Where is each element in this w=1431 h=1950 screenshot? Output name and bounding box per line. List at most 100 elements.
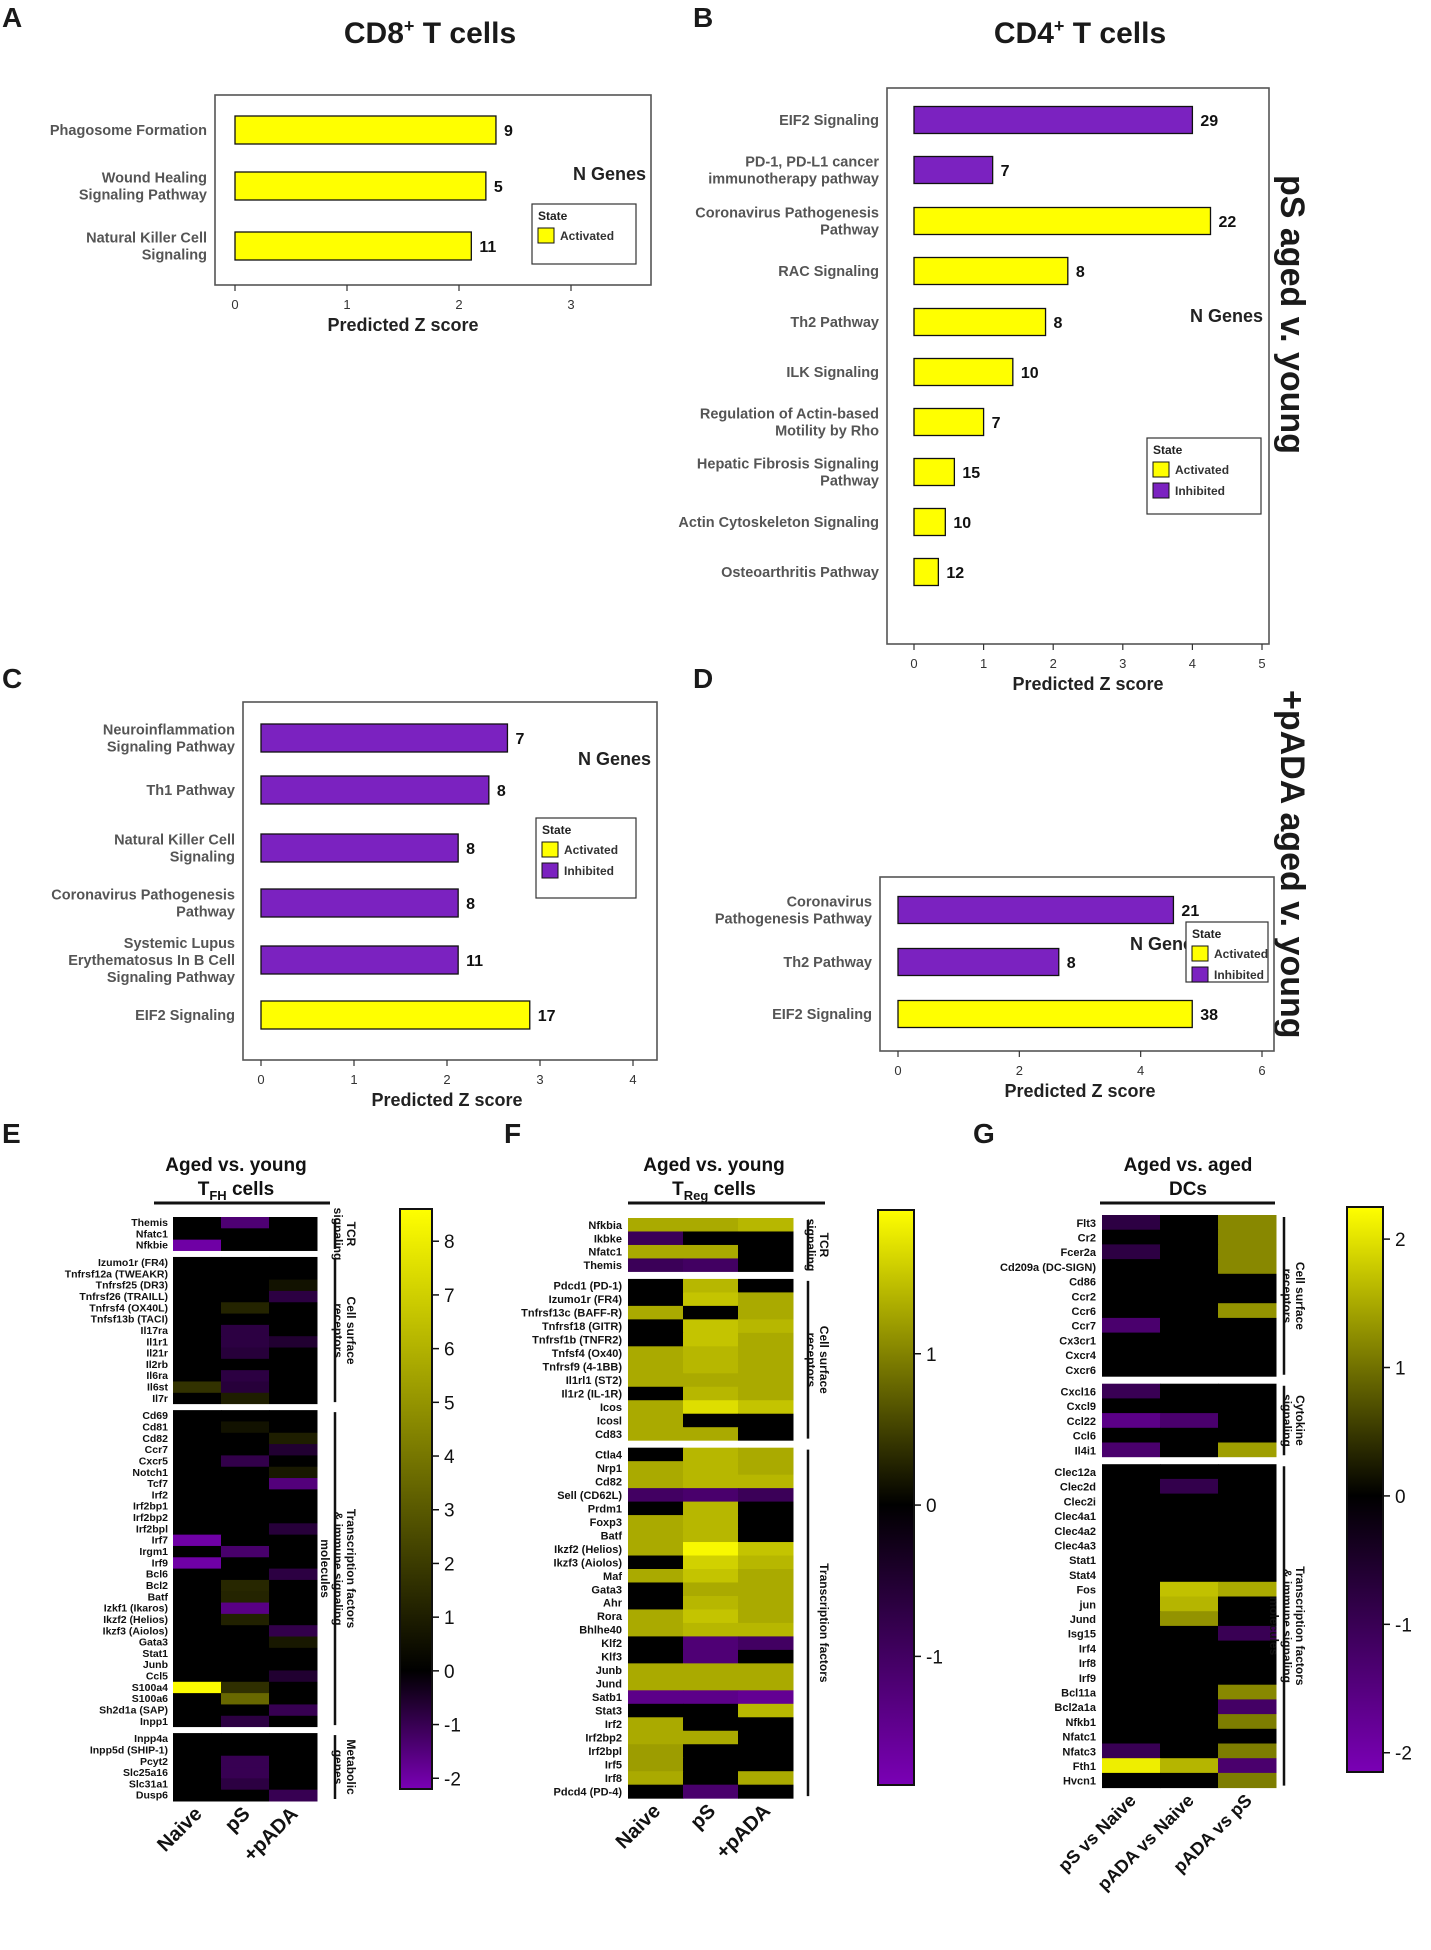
heatmap-cell — [738, 1595, 794, 1610]
x-axis-label: Predicted Z score — [327, 315, 478, 335]
heatmap-cell — [683, 1427, 739, 1442]
heatmap-cell — [1218, 1259, 1277, 1275]
heatmap-cell — [1218, 1244, 1277, 1260]
heatmap-cell — [1102, 1347, 1161, 1363]
heatmap-cell — [628, 1582, 684, 1597]
heatmap-cell — [628, 1292, 684, 1307]
colorbar-tick-label: 5 — [444, 1393, 455, 1414]
bar — [897, 999, 1193, 1029]
heatmap-cell — [1218, 1215, 1277, 1231]
bar-ngenes-label: 17 — [538, 1008, 556, 1025]
heatmap-cell — [1160, 1229, 1219, 1245]
heatmap-cell — [628, 1569, 684, 1583]
bar-ngenes-label: 29 — [1200, 113, 1218, 130]
n-genes-annotation: N Genes — [578, 749, 651, 769]
heatmap-cell — [1160, 1398, 1219, 1414]
x-tick-label: 3 — [567, 297, 574, 312]
bar — [913, 105, 1194, 135]
chart-d: 0 2 4 6 Predicted Z score 21 CoronavirusPathog… — [715, 876, 1275, 1101]
heatmap-cell — [683, 1373, 739, 1388]
heatmap-cell — [221, 1347, 270, 1360]
heatmap-cell — [738, 1292, 794, 1307]
heatmap-cell — [173, 1693, 222, 1705]
heatmap-cell — [221, 1659, 270, 1671]
heatmap-cell — [738, 1488, 794, 1503]
heatmap-cell — [1102, 1442, 1161, 1458]
heatmap-cell — [1102, 1684, 1161, 1700]
heatmap-cell — [1102, 1625, 1161, 1642]
category-label: Coronavirus Pathogenesis — [51, 888, 235, 904]
heatmap-cell — [1160, 1743, 1219, 1759]
colorbar-tick-label: -2 — [1395, 1744, 1412, 1765]
heatmap-cell — [683, 1555, 739, 1570]
bar-ngenes-label: 21 — [1181, 903, 1199, 920]
row-label: Tnfrsf13c (BAFF-R) — [521, 1308, 622, 1320]
row-label: Prdm1 — [588, 1503, 622, 1515]
heatmap-cell — [173, 1523, 222, 1536]
x-axis-label: Predicted Z score — [371, 1090, 522, 1110]
heatmap-cell — [269, 1755, 318, 1768]
heatmap-cell — [1160, 1611, 1219, 1627]
heatmap-cell — [683, 1413, 739, 1428]
heatmap-cell — [221, 1613, 270, 1626]
heatmap-cell — [628, 1595, 684, 1610]
heatmap-cell — [1102, 1383, 1161, 1399]
legend-label-inhibited: Inhibited — [564, 864, 614, 878]
heatmap-cell — [683, 1292, 739, 1307]
colorbar-tick-label: 0 — [1395, 1487, 1406, 1508]
heatmap-cell — [628, 1359, 684, 1374]
colorbar-tick-label: 7 — [444, 1286, 455, 1307]
heatmap-subtitle: DCs — [1169, 1179, 1207, 1200]
heatmap-cell — [628, 1609, 684, 1624]
heatmap-cell — [738, 1757, 794, 1772]
heatmap-cell — [1160, 1581, 1219, 1597]
heatmap-cell — [683, 1622, 739, 1637]
heatmap-cell — [221, 1591, 270, 1604]
row-label: S100a6 — [132, 1693, 168, 1705]
bar-ngenes-label: 22 — [1218, 214, 1236, 231]
heatmap-cell — [683, 1663, 739, 1678]
heatmap-cell — [221, 1290, 270, 1303]
heatmap-cell — [683, 1609, 739, 1624]
group-label: TCRsignaling — [331, 1208, 358, 1261]
x-tick-label: 0 — [894, 1063, 901, 1078]
heatmap-cell — [1160, 1303, 1219, 1319]
heatmap-cell — [628, 1542, 684, 1557]
heatmap-cell — [221, 1336, 270, 1349]
legend-label-activated: Activated — [560, 229, 614, 243]
heatmap-cell — [173, 1370, 222, 1382]
heatmap-cell — [683, 1595, 739, 1610]
row-label: Notch1 — [132, 1467, 168, 1479]
column-label: +pADA — [239, 1803, 302, 1866]
heatmap-cell — [221, 1778, 270, 1791]
heatmap-cell — [269, 1681, 318, 1694]
group-label: Cell surfacereceptors — [804, 1326, 831, 1394]
heatmap-cell — [221, 1602, 270, 1615]
heatmap-cell — [1218, 1714, 1277, 1730]
heatmap-cell — [173, 1444, 222, 1456]
heatmap-cell — [683, 1278, 739, 1293]
n-genes-annotation: N Genes — [573, 164, 646, 184]
bar — [913, 307, 1047, 337]
row-label: Cd69 — [142, 1410, 168, 1422]
row-label: Tnfrsf4 (OX40L) — [89, 1302, 168, 1314]
category-label: Signaling Pathway — [107, 970, 235, 986]
heatmap-cell — [1160, 1684, 1219, 1700]
colorbar-tick-label: 1 — [444, 1608, 455, 1629]
heatmap-cell — [1218, 1670, 1277, 1686]
heatmap-cell — [1102, 1611, 1161, 1627]
heatmap-cell — [738, 1771, 794, 1786]
heatmap-cell — [269, 1767, 318, 1779]
row-label: Dusp6 — [136, 1790, 168, 1802]
heatmap-cell — [221, 1421, 270, 1434]
heatmap-cell — [683, 1461, 739, 1476]
row-label: Cxcr5 — [139, 1455, 168, 1467]
row-label: Bcl2a1a — [1054, 1702, 1096, 1714]
heatmap-cell — [221, 1256, 270, 1269]
heatmap-cell — [738, 1663, 794, 1678]
colorbar-tick-label: 2 — [1395, 1230, 1406, 1251]
heatmap-cell — [1160, 1552, 1219, 1568]
colorbar-tick-label: -1 — [444, 1716, 461, 1737]
legend-label-activated: Activated — [1175, 463, 1229, 477]
